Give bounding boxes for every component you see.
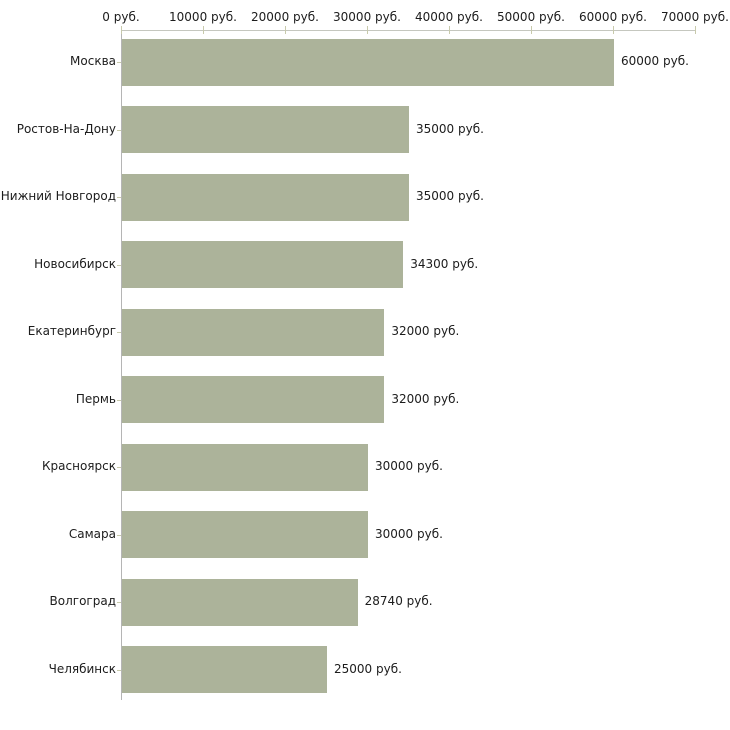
x-axis-tick-mark — [367, 26, 368, 34]
value-label: 30000 руб. — [375, 459, 443, 473]
x-axis-tick-label: 60000 руб. — [579, 10, 647, 24]
value-label: 28740 руб. — [364, 594, 433, 608]
value-label: 32000 руб. — [391, 391, 460, 406]
value-label: 60000 руб. — [621, 54, 689, 68]
x-axis-tick-mark — [121, 26, 122, 34]
category-label: Москва — [70, 54, 116, 68]
category-label: Пермь — [75, 391, 116, 406]
x-axis-tick-mark — [285, 26, 286, 34]
value-label: 35000 руб. — [416, 189, 484, 203]
bar — [122, 241, 404, 288]
bar — [122, 578, 358, 626]
y-axis-tick-mark — [117, 332, 121, 333]
x-axis-tick-label: 50000 руб. — [497, 10, 565, 24]
bar — [122, 308, 385, 356]
category-label: Красноярск — [42, 459, 116, 473]
y-axis-tick-mark — [117, 399, 121, 401]
value-label: 32000 руб. — [391, 324, 460, 338]
x-axis-tick-mark — [695, 26, 696, 34]
y-axis-tick-mark — [117, 129, 121, 131]
y-axis-tick-mark — [117, 197, 121, 198]
x-axis-tick-mark — [449, 26, 450, 34]
category-label: Ростов-На-Дону — [16, 121, 116, 136]
y-axis-line — [121, 30, 122, 700]
value-label: 35000 руб. — [416, 121, 484, 136]
y-axis-tick-mark — [117, 467, 121, 468]
bar — [122, 511, 368, 558]
category-label: Новосибирск — [34, 256, 116, 271]
x-axis-tick-label: 40000 руб. — [415, 10, 483, 24]
x-axis-tick-label: 30000 руб. — [333, 10, 401, 24]
category-label: Челябинск — [48, 661, 116, 676]
category-label: Нижний Новгород — [0, 189, 116, 203]
bar — [122, 376, 385, 423]
x-axis-tick-label: 70000 руб. — [661, 10, 729, 24]
category-label: Самара — [68, 526, 116, 541]
y-axis-tick-mark — [117, 62, 121, 63]
value-label: 25000 руб. — [334, 661, 402, 676]
bar — [122, 646, 327, 693]
y-axis-tick-mark — [117, 602, 121, 603]
bar — [122, 173, 409, 221]
y-axis-tick-mark — [117, 669, 121, 671]
x-axis-tick-mark — [531, 26, 532, 34]
x-axis-tick-mark — [613, 26, 614, 34]
value-label: 34300 руб. — [410, 256, 479, 271]
bar — [122, 443, 368, 491]
category-label: Волгоград — [49, 594, 116, 608]
x-axis-tick-mark — [203, 26, 204, 34]
bar — [122, 106, 409, 153]
category-label: Екатеринбург — [27, 324, 116, 338]
x-axis-tick-label: 10000 руб. — [169, 10, 237, 24]
x-axis-line — [121, 30, 695, 31]
y-axis-tick-mark — [117, 264, 121, 266]
x-axis-tick-label: 20000 руб. — [251, 10, 319, 24]
x-axis-tick-label: 0 руб. — [102, 10, 140, 24]
bar — [122, 38, 614, 86]
y-axis-tick-mark — [117, 534, 121, 536]
value-label: 30000 руб. — [375, 526, 443, 541]
